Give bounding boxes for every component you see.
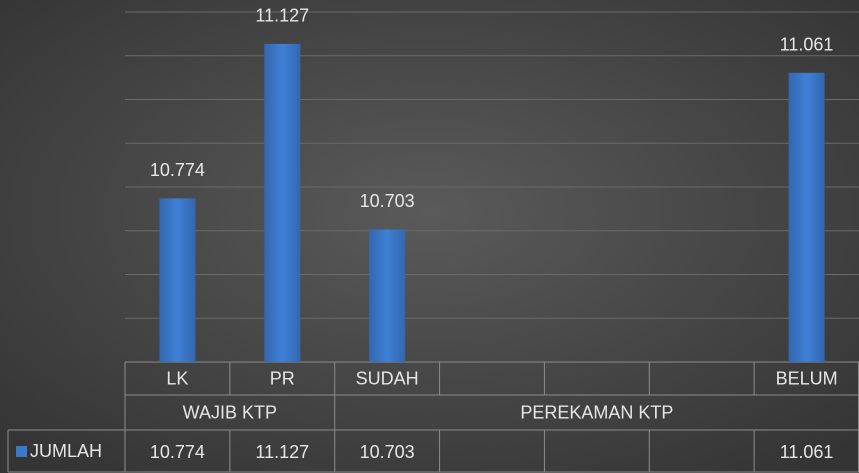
bar — [264, 43, 301, 362]
data-label: 10.703 — [360, 191, 415, 211]
bar — [159, 198, 196, 362]
data-label: 11.061 — [780, 35, 834, 55]
group-label: PEREKAMAN KTP — [520, 402, 673, 422]
legend-label: JUMLAH — [30, 441, 102, 461]
data-label: 10.774 — [150, 160, 205, 180]
table-value: 10.703 — [360, 442, 415, 462]
bar — [369, 229, 406, 362]
table-value: 10.774 — [150, 442, 205, 462]
bar — [788, 72, 825, 362]
x-tick-label: SUDAH — [356, 368, 419, 388]
x-tick-label: PR — [270, 368, 295, 388]
table-value: 11.061 — [780, 442, 834, 462]
x-tick-label: LK — [166, 368, 188, 388]
group-label: WAJIB KTP — [183, 402, 277, 422]
data-label: 11.127 — [255, 6, 309, 26]
legend-swatch — [16, 446, 27, 457]
table-value: 11.127 — [255, 442, 309, 462]
x-tick-label: BELUM — [776, 368, 838, 388]
